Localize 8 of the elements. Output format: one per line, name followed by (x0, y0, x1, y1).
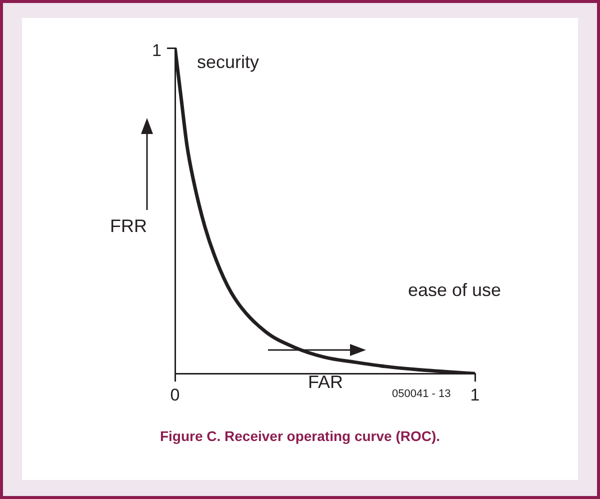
annotation: ease of use (408, 280, 502, 301)
text: 050041 - 13 (392, 388, 451, 400)
x-tick-label: 0 (170, 385, 180, 404)
text: 1 (152, 41, 162, 61)
text: Figure C. Receiver operating curve (ROC). (158, 428, 442, 444)
annotation: security (197, 52, 260, 73)
x-axis-title: FAR (308, 372, 344, 393)
y-axis-title: FRR (110, 216, 147, 237)
